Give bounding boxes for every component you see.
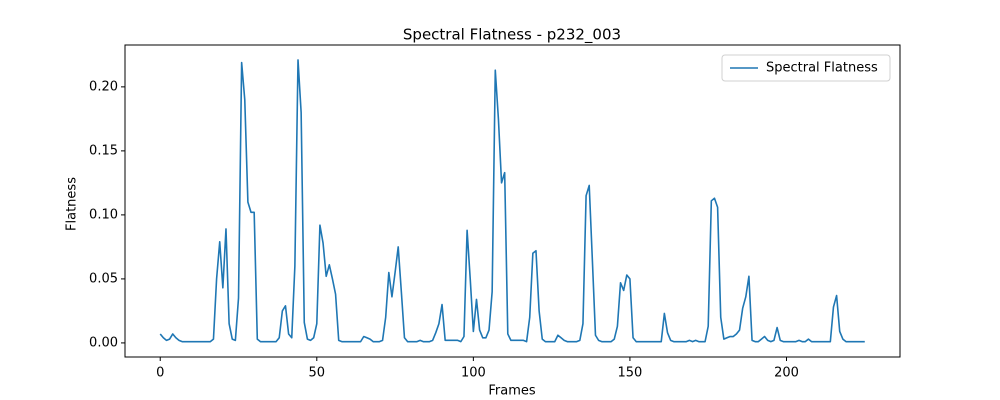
legend-label: Spectral Flatness (766, 61, 878, 76)
legend-box (721, 54, 891, 82)
y-axis-label: Flatness (65, 177, 80, 231)
x-tick-label: 150 (618, 366, 643, 381)
x-axis-label: Frames (488, 384, 536, 399)
x-tick-label: 0 (156, 366, 164, 381)
x-tick-label: 200 (774, 366, 799, 381)
y-tick-label: 0.10 (89, 207, 118, 222)
legend: Spectral Flatness (721, 54, 891, 82)
y-tick-label: 0.20 (89, 79, 118, 94)
data-line (159, 59, 865, 343)
x-tick-label: 50 (309, 366, 326, 381)
plot-frame (124, 44, 901, 358)
chart-title: Spectral Flatness - p232_003 (403, 26, 621, 45)
y-tick-label: 0.00 (89, 335, 118, 350)
x-tick-label: 100 (461, 366, 486, 381)
y-tick-label: 0.05 (89, 271, 118, 286)
y-tick-label: 0.15 (89, 143, 118, 158)
